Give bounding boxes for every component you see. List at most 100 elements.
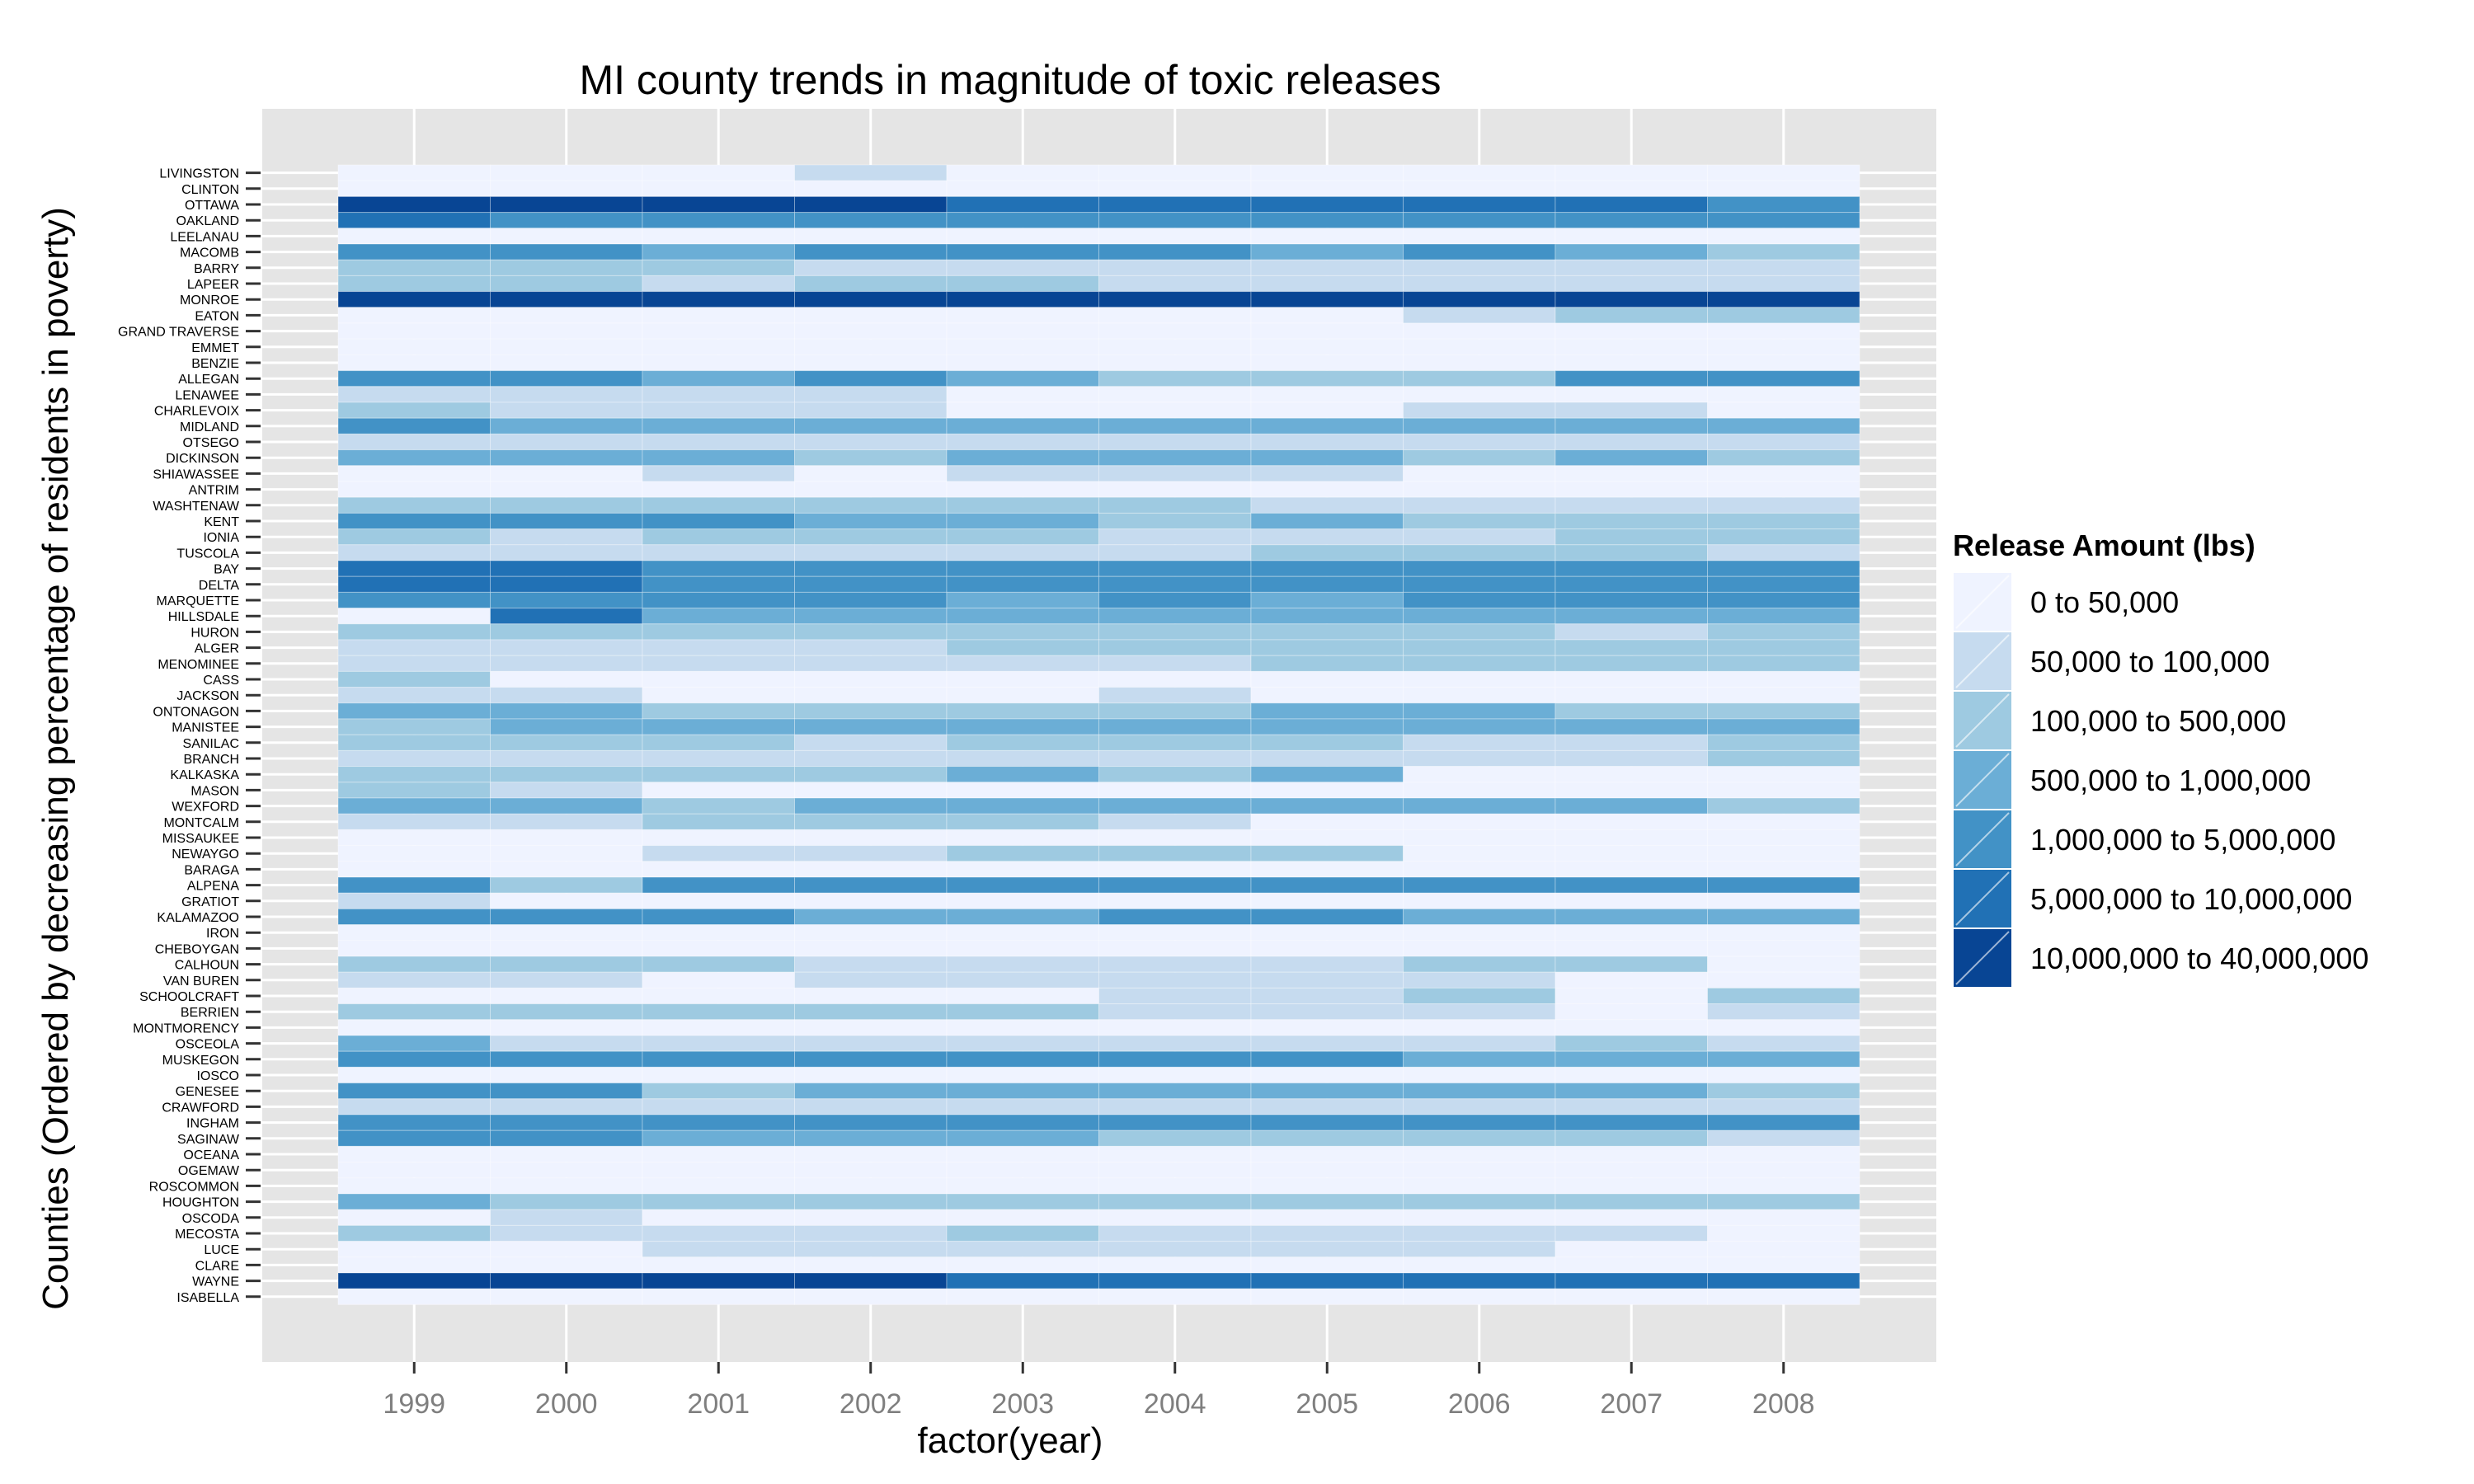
heatmap-cell [794, 1241, 948, 1258]
heatmap-cell [1403, 243, 1556, 261]
y-tick-label: NEWAYGO [172, 848, 239, 862]
heatmap-cell [1554, 402, 1708, 419]
heatmap-cell [1098, 956, 1252, 973]
heatmap-cell [642, 1019, 795, 1036]
heatmap-cell [1403, 212, 1556, 229]
y-tick-label: KENT [204, 515, 239, 529]
heatmap-cell [794, 259, 948, 276]
heatmap-cell [490, 528, 643, 546]
heatmap-cell [642, 354, 795, 372]
heatmap-cell [1250, 259, 1404, 276]
heatmap-cell [794, 180, 948, 197]
heatmap-cell [946, 670, 1099, 688]
heatmap-cell [794, 1114, 948, 1131]
heatmap-cell [1403, 718, 1556, 735]
heatmap-cell [1554, 291, 1708, 308]
heatmap-cell [1554, 1256, 1708, 1274]
heatmap-cell [1707, 1145, 1860, 1163]
heatmap-cell [1250, 402, 1404, 419]
heatmap-cell [337, 291, 491, 308]
heatmap-cell [337, 608, 491, 625]
legend-key-slash [1955, 931, 2010, 985]
y-tick-label: BARAGA [184, 863, 239, 877]
heatmap-cell [337, 528, 491, 546]
heatmap-cell [490, 322, 643, 340]
heatmap-cell [946, 956, 1099, 973]
heatmap-cell [490, 987, 643, 1005]
heatmap-cell [337, 734, 491, 751]
heatmap-cell [946, 402, 1099, 419]
heatmap-cell [1098, 512, 1252, 530]
heatmap-cell [490, 1209, 643, 1226]
heatmap-cell [642, 1162, 795, 1179]
heatmap-cell [946, 940, 1099, 957]
heatmap-cell [1554, 971, 1708, 989]
heatmap-cell [1250, 275, 1404, 293]
heatmap-cell [490, 591, 643, 609]
heatmap-cell [1098, 876, 1252, 894]
heatmap-cell [946, 1256, 1099, 1274]
heatmap-cell [794, 560, 948, 577]
heatmap-cell [794, 892, 948, 909]
heatmap-cell [1250, 1209, 1404, 1226]
heatmap-cell [490, 195, 643, 214]
heatmap-cell [1403, 496, 1556, 514]
heatmap-cell [642, 386, 795, 403]
y-tick-label: MANISTEE [172, 721, 239, 735]
heatmap-cell [642, 876, 795, 894]
heatmap-cell [337, 702, 491, 720]
heatmap-cell [642, 370, 795, 387]
y-tick-label: ISABELLA [176, 1291, 239, 1305]
heatmap-cell [1403, 291, 1556, 308]
heatmap-cell [1707, 766, 1860, 783]
heatmap-cell [337, 370, 491, 387]
heatmap-cell [490, 608, 643, 625]
heatmap-cell [1250, 1066, 1404, 1084]
heatmap-cell [490, 1193, 643, 1210]
legend-label: 1,000,000 to 5,000,000 [2030, 823, 2335, 857]
y-tick-label: MIDLAND [180, 420, 239, 434]
heatmap-cell [946, 861, 1099, 878]
heatmap-cell [946, 1035, 1099, 1052]
heatmap-cell [1098, 782, 1252, 799]
y-tick-label: MUSKEGON [162, 1054, 239, 1068]
y-tick-label: CALHOUN [175, 959, 239, 973]
heatmap-cell [337, 1241, 491, 1258]
heatmap-cell [946, 766, 1099, 783]
heatmap-cell [794, 591, 948, 609]
heatmap-cell [1098, 940, 1252, 957]
heatmap-cell [946, 687, 1099, 704]
heatmap-cell [794, 1256, 948, 1274]
legend-key-slash [1955, 753, 2010, 807]
heatmap-cell [1707, 1209, 1860, 1226]
heatmap-cell [794, 433, 948, 451]
heatmap-cell [1707, 1256, 1860, 1274]
heatmap-cell [1250, 180, 1404, 197]
heatmap-cell [1098, 259, 1252, 276]
heatmap-cell [337, 687, 491, 704]
heatmap-cell [1554, 1272, 1708, 1289]
heatmap-cell [946, 924, 1099, 942]
heatmap-cell [1554, 195, 1708, 214]
heatmap-cell [337, 1288, 491, 1305]
heatmap-cell [1250, 797, 1404, 815]
heatmap-cell [1403, 465, 1556, 482]
heatmap-cell [1554, 1114, 1708, 1131]
heatmap-cell [1250, 908, 1404, 926]
heatmap-cell [337, 813, 491, 830]
heatmap-cell [1250, 560, 1404, 577]
heatmap-cell [1554, 655, 1708, 672]
heatmap-cell [1098, 1224, 1252, 1242]
y-tick-label: BARRY [194, 262, 239, 276]
heatmap-cell [1098, 1035, 1252, 1052]
heatmap-cell [1098, 195, 1252, 214]
heatmap-cell [490, 845, 643, 862]
legend-key-slash [1955, 575, 2010, 629]
heatmap-cell [1403, 449, 1556, 467]
heatmap-cell [1250, 608, 1404, 625]
heatmap-cell [946, 655, 1099, 672]
heatmap-cell [490, 971, 643, 989]
heatmap-cell [1554, 639, 1708, 656]
y-tick-label: IOSCO [196, 1069, 239, 1083]
heatmap-cell [1707, 307, 1860, 324]
